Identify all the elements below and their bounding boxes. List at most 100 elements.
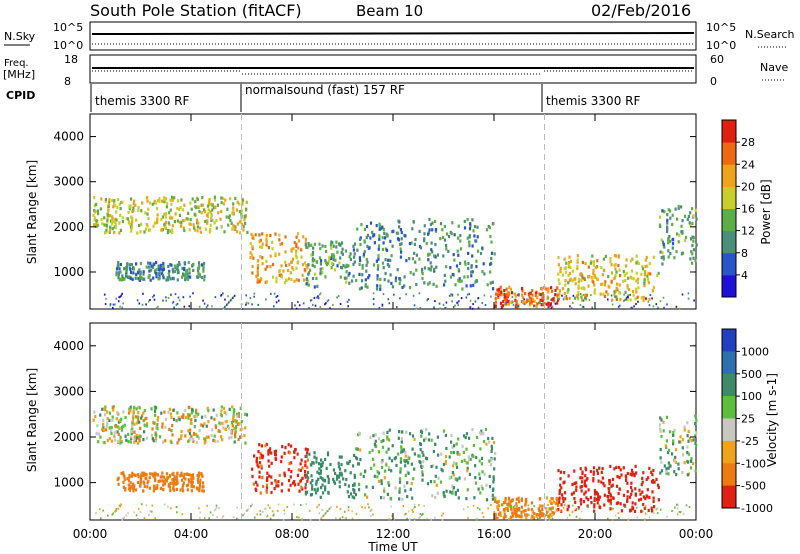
speckle-cell <box>245 294 247 297</box>
scatter-cell <box>661 262 664 266</box>
scatter-cell <box>243 214 246 218</box>
scatter-cell <box>205 213 209 217</box>
scatter-cell <box>290 470 293 474</box>
scatter-cell <box>213 221 216 225</box>
speckle-cell <box>317 297 320 300</box>
scatter-cell <box>164 225 167 229</box>
speckle-cell <box>228 300 231 303</box>
scatter-cell <box>267 459 270 463</box>
scatter-cell <box>122 480 125 484</box>
scatter-cell <box>168 407 171 411</box>
scatter-cell <box>230 221 233 225</box>
scatter-cell <box>108 437 111 441</box>
scatter-cell <box>140 222 143 226</box>
speckle-cell <box>579 304 582 307</box>
scatter-cell <box>465 447 468 451</box>
scatter-cell <box>131 220 134 224</box>
scatter-cell <box>93 209 96 213</box>
scatter-cell <box>481 246 484 250</box>
speckle-cell <box>610 503 612 506</box>
scatter-cell <box>465 497 468 501</box>
scatter-cell <box>304 486 307 490</box>
scatter-cell <box>134 473 137 478</box>
speckle-cell <box>298 304 301 307</box>
scatter-cell <box>120 425 123 429</box>
scatter-cell <box>323 478 327 482</box>
scatter-cell <box>437 453 440 457</box>
speckle-cell <box>250 505 252 508</box>
scatter-cell <box>188 405 191 410</box>
scatter-cell <box>290 444 293 448</box>
scatter-cell <box>278 269 281 273</box>
scatter-cell <box>254 233 257 237</box>
scatter-cell <box>297 239 300 243</box>
scatter-cell <box>388 438 391 442</box>
scatter-cell <box>504 496 507 501</box>
speckle-cell <box>477 297 480 300</box>
speckle-cell <box>413 503 416 506</box>
scatter-cell <box>378 227 381 231</box>
scatter-cell <box>189 428 192 432</box>
scatter-cell <box>399 477 402 481</box>
scatter-cell <box>207 409 210 413</box>
speckle-cell <box>182 296 185 299</box>
scatter-cell <box>671 222 674 227</box>
scatter-cell <box>448 455 451 459</box>
speckle-cell <box>561 294 563 297</box>
scatter-cell <box>385 463 388 467</box>
scatter-cell <box>421 267 424 271</box>
scatter-cell <box>575 481 578 485</box>
scatter-cell <box>429 268 433 272</box>
beam-label: Beam 10 <box>356 2 423 20</box>
scatter-cell <box>353 475 356 480</box>
speckle-cell <box>294 304 296 307</box>
scatter-cell <box>150 433 154 437</box>
freq-tick-bottom: 8 <box>64 75 71 88</box>
scatter-cell <box>156 217 159 221</box>
speckle-cell <box>469 306 472 309</box>
scatter-cell <box>631 501 634 505</box>
scatter-cell <box>290 249 293 253</box>
speckle-cell <box>257 303 260 306</box>
speckle-cell <box>408 518 411 521</box>
speckle-cell <box>214 296 217 299</box>
speckle-cell <box>629 294 631 296</box>
scatter-cell <box>639 492 642 496</box>
scatter-cell <box>399 460 402 464</box>
scatter-cell <box>165 205 168 209</box>
scatter-cell <box>161 215 165 219</box>
scatter-cell <box>118 221 121 225</box>
scatter-cell <box>370 466 373 470</box>
y-tick-label: 4000 <box>53 130 84 144</box>
scatter-cell <box>692 256 695 260</box>
scatter-cell <box>157 479 160 483</box>
scatter-cell <box>635 279 638 283</box>
scatter-cell <box>196 218 199 222</box>
scatter-cell <box>254 487 257 491</box>
scatter-cell <box>547 287 550 291</box>
speckle-cell <box>203 302 206 305</box>
scatter-cell <box>626 498 629 502</box>
scatter-cell <box>203 437 206 441</box>
scatter-cell <box>208 230 211 234</box>
scatter-cell <box>299 468 302 472</box>
scatter-cell <box>277 484 280 488</box>
scatter-cell <box>584 466 587 470</box>
freq-label-line2: [MHz] <box>3 68 35 81</box>
scatter-cell <box>478 472 481 476</box>
scatter-cell <box>231 405 234 409</box>
scatter-cell <box>139 230 142 234</box>
scatter-cell <box>423 281 426 285</box>
scatter-cell <box>183 266 186 270</box>
scatter-cell <box>565 297 568 301</box>
speckle-cell <box>283 509 286 512</box>
scatter-cell <box>613 254 616 258</box>
scatter-cell <box>509 500 512 504</box>
scatter-cell <box>624 278 627 283</box>
speckle-cell <box>426 517 428 520</box>
scatter-cell <box>588 274 591 279</box>
scatter-cell <box>117 425 120 429</box>
scatter-cell <box>178 213 181 217</box>
colorbar-swatch <box>722 485 736 509</box>
scatter-cell <box>672 442 675 446</box>
